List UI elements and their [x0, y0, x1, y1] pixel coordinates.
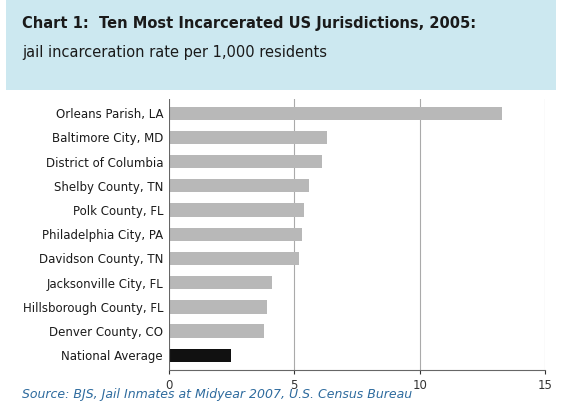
Bar	[169, 155, 321, 168]
Text: Chart 1:  Ten Most Incarcerated US Jurisdictions, 2005:: Chart 1: Ten Most Incarcerated US Jurisd…	[22, 16, 477, 31]
Bar	[169, 203, 304, 217]
Bar	[169, 252, 299, 265]
Text: Source: BJS, Jail Inmates at Midyear 2007, U.S. Census Bureau: Source: BJS, Jail Inmates at Midyear 200…	[22, 388, 413, 401]
Bar	[169, 276, 271, 289]
Bar	[169, 228, 302, 241]
Bar	[169, 325, 264, 338]
Text: jail incarceration rate per 1,000 residents: jail incarceration rate per 1,000 reside…	[22, 45, 328, 60]
Bar	[169, 106, 502, 120]
Bar	[169, 300, 266, 314]
Bar	[169, 179, 309, 192]
Bar	[169, 349, 232, 362]
Bar	[169, 131, 327, 144]
